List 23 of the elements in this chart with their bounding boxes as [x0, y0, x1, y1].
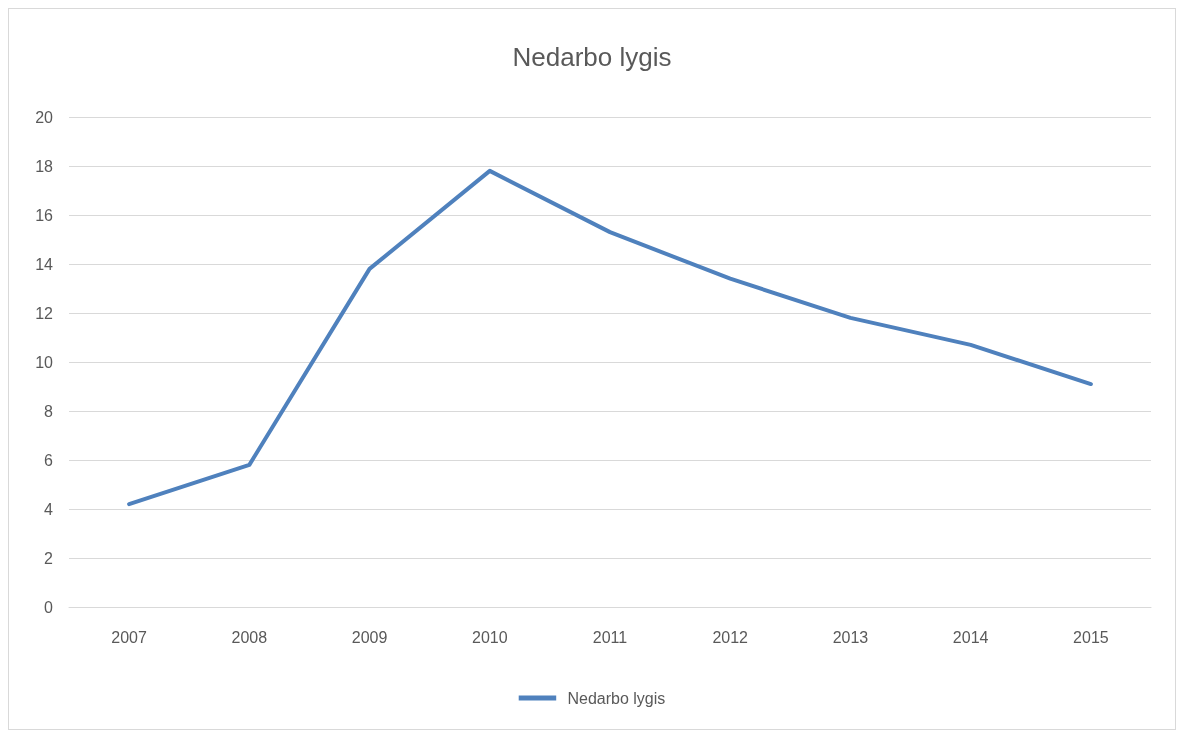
y-tick-label: 10: [35, 353, 54, 371]
y-tick-label: 18: [35, 157, 54, 175]
y-tick-label: 12: [35, 304, 54, 322]
x-tick-label: 2013: [832, 628, 869, 646]
legend-label: Nedarbo lygis: [567, 689, 666, 707]
y-tick-label: 16: [35, 206, 54, 224]
x-tick-label: 2011: [592, 628, 628, 646]
x-tick-label: 2015: [1073, 628, 1109, 646]
x-tick-label: 2009: [351, 628, 388, 646]
y-tick-label: 8: [44, 402, 54, 420]
y-tick-label: 0: [44, 598, 54, 616]
x-tick-label: 2012: [712, 628, 749, 646]
y-tick-label: 4: [44, 500, 54, 518]
x-tick-label: 2010: [471, 628, 508, 646]
x-tick-label: 2008: [231, 628, 268, 646]
x-tick-label: 2007: [111, 628, 148, 646]
x-tick-label: 2014: [952, 628, 989, 646]
line-series: [127, 168, 1093, 507]
y-tick-label: 14: [35, 255, 54, 273]
y-tick-label: 20: [35, 108, 54, 126]
chart-title: Nedarbo lygis: [512, 42, 672, 72]
y-tick-label: 2: [44, 549, 54, 567]
y-tick-label: 6: [44, 451, 54, 469]
